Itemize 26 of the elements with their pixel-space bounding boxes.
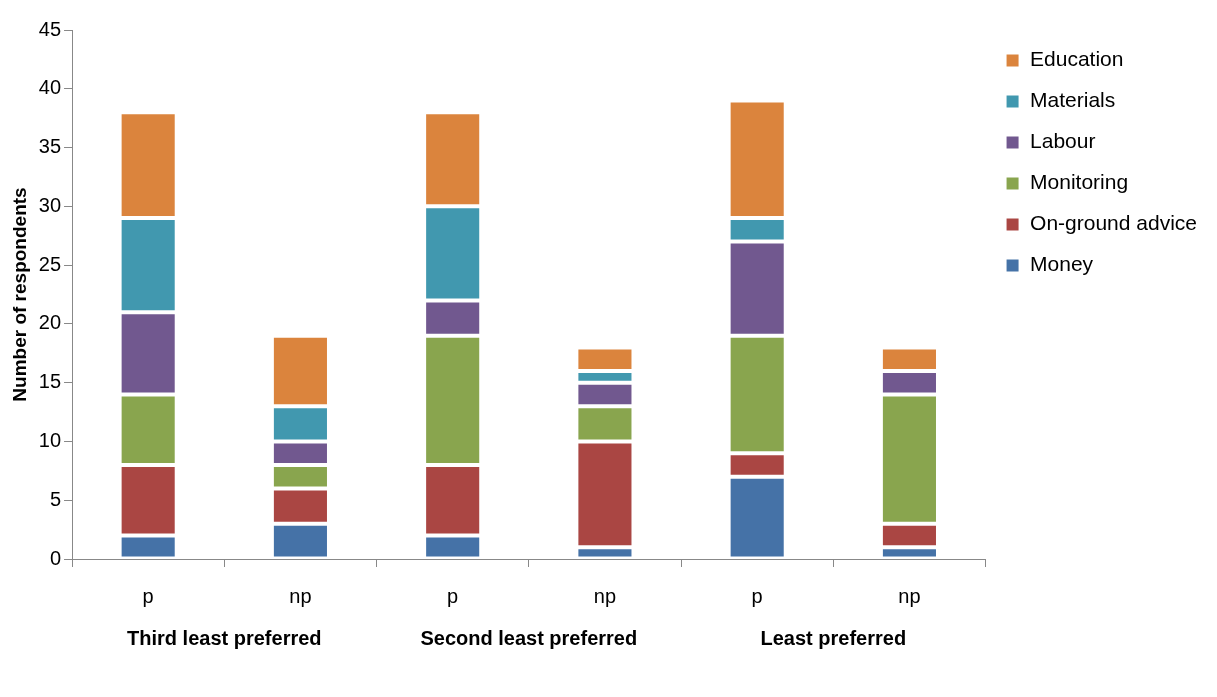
y-tick-label: 10 bbox=[38, 428, 62, 451]
y-tick-label: 20 bbox=[38, 311, 62, 334]
x-tick-label: p bbox=[447, 584, 459, 607]
y-tick-label: 35 bbox=[38, 135, 62, 158]
text: Least preferred bbox=[760, 626, 907, 649]
y-tick-label: 30 bbox=[38, 193, 62, 216]
y-axis-title: Number of respondents bbox=[8, 187, 30, 402]
x-tick-label: np bbox=[289, 584, 312, 607]
x-tick-label: np bbox=[898, 584, 921, 607]
y-tick-label: 15 bbox=[38, 370, 62, 393]
y-tick-label: 25 bbox=[38, 252, 62, 275]
legend-label: Money bbox=[1030, 252, 1094, 276]
legend-label: Education bbox=[1030, 47, 1124, 71]
legend-label: Monitoring bbox=[1030, 170, 1129, 194]
legend-label: Materials bbox=[1030, 88, 1116, 112]
x-tick-label: p bbox=[142, 584, 154, 607]
text: Third least preferred bbox=[127, 626, 322, 649]
x-tick-label: p bbox=[751, 584, 763, 607]
text: Second least preferred bbox=[420, 626, 638, 649]
y-tick-label: 40 bbox=[38, 76, 62, 99]
legend-label: On-ground advice bbox=[1030, 211, 1197, 235]
y-tick-label: 0 bbox=[49, 546, 62, 569]
y-tick-label: 45 bbox=[38, 17, 62, 40]
legend-label: Labour bbox=[1030, 129, 1096, 153]
y-tick-label: 5 bbox=[49, 487, 62, 510]
x-tick-label: np bbox=[593, 584, 617, 607]
